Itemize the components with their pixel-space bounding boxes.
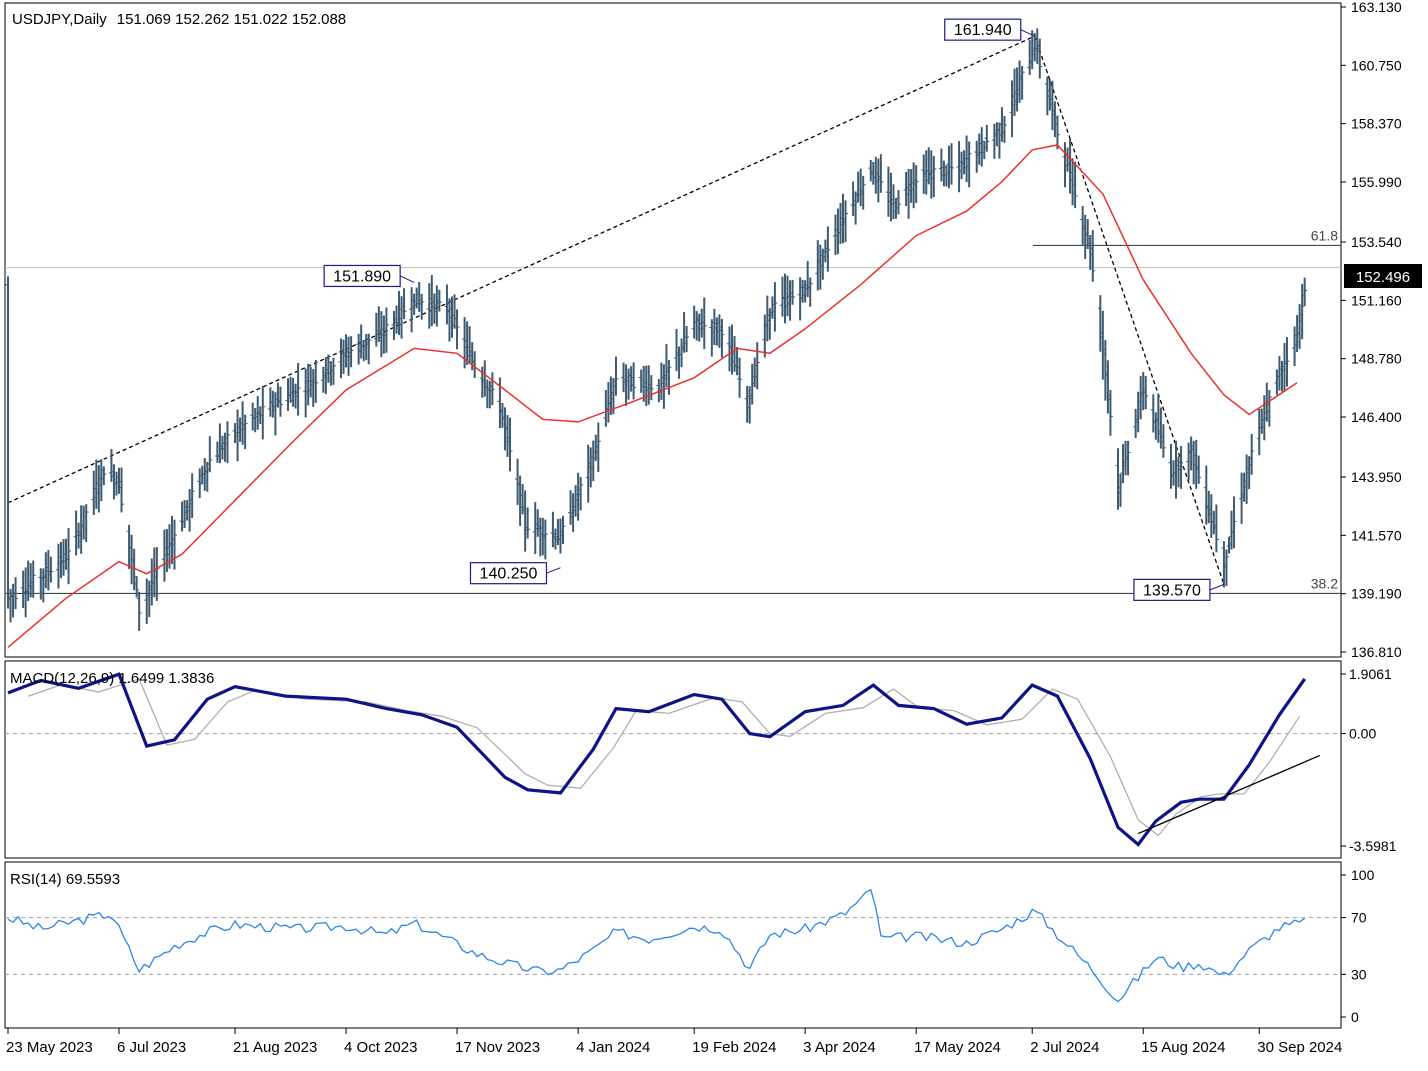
price-tick-label: 146.400	[1351, 409, 1402, 425]
time-tick-label: 19 Feb 2024	[692, 1039, 776, 1056]
macd-support-line	[1137, 754, 1321, 835]
price-annotations: 151.890 140.250 161.940 139.570	[323, 18, 1225, 601]
rsi-tick-label: 100	[1351, 867, 1375, 883]
price-tick-label: 139.190	[1351, 586, 1402, 602]
annotation-connector	[399, 275, 415, 283]
macd-main-line	[7, 672, 1307, 847]
moving-average-line	[7, 144, 1298, 648]
macd-tick-label: 0.00	[1349, 726, 1376, 742]
symbol-header: USDJPY,Daily 151.069 152.262 151.022 152.…	[12, 11, 346, 28]
annotation-label: 151.890	[333, 268, 391, 285]
price-tick-label: 160.750	[1351, 57, 1402, 73]
rsi-line	[7, 888, 1306, 1003]
time-axis: 23 May 2023 6 Jul 2023 21 Aug 2023 4 Oct 20…	[6, 1028, 1342, 1056]
time-tick-label: 6 Jul 2023	[117, 1039, 186, 1056]
price-tick-label: 148.780	[1351, 351, 1402, 367]
fib-levels: 61.8 38.2	[5, 227, 1341, 595]
time-tick-label: 2 Jul 2024	[1030, 1039, 1099, 1056]
current-price-badge	[1344, 264, 1422, 288]
rsi-axis: 100 70 30 0	[5, 867, 1375, 1025]
time-tick-label: 17 Nov 2023	[455, 1039, 540, 1056]
price-tick-label: 163.130	[1351, 0, 1402, 15]
trend-lines	[7, 35, 1225, 585]
macd-header: MACD(12,26,9) 1.6499 1.3836	[10, 670, 214, 687]
price-tick-label: 143.950	[1351, 469, 1402, 485]
current-price-value: 152.496	[1356, 269, 1410, 286]
price-axis: 163.130 160.750 158.370 155.990 153.540 151.1…	[1341, 0, 1402, 660]
rsi-tick-label: 70	[1351, 910, 1367, 926]
price-tick-label: 141.570	[1351, 527, 1402, 543]
annotation-connector	[1020, 29, 1035, 37]
price-bars	[5, 28, 1308, 631]
time-tick-label: 3 Apr 2024	[803, 1039, 876, 1056]
fib-level-label: 61.8	[1311, 227, 1338, 243]
fib-level-label: 38.2	[1311, 575, 1338, 591]
time-tick-label: 4 Jan 2024	[576, 1039, 650, 1056]
macd-panel[interactable]	[4, 660, 1342, 859]
annotation-connector	[1209, 583, 1225, 591]
price-tick-label: 136.810	[1351, 644, 1402, 660]
macd-axis: 1.9061 0.00 -3.5981	[1341, 666, 1397, 854]
annotation-label: 161.940	[954, 22, 1012, 39]
time-tick-label: 15 Aug 2024	[1141, 1039, 1225, 1056]
trend-line	[7, 35, 1036, 504]
ohlc-values: 151.069 152.262 151.022 152.088	[117, 11, 346, 28]
macd-tick-label: 1.9061	[1349, 666, 1392, 682]
time-tick-label: 23 May 2023	[6, 1039, 93, 1056]
price-tick-label: 155.990	[1351, 174, 1402, 190]
macd-signal-line	[27, 678, 1301, 837]
macd-tick-label: -3.5981	[1349, 838, 1397, 854]
time-tick-label: 17 May 2024	[914, 1039, 1001, 1056]
price-tick-label: 151.160	[1351, 292, 1402, 308]
rsi-tick-label: 0	[1351, 1009, 1359, 1025]
price-panel[interactable]	[4, 2, 1342, 658]
time-tick-label: 30 Sep 2024	[1257, 1039, 1342, 1056]
symbol-name: USDJPY,Daily	[12, 11, 107, 28]
price-tick-label: 158.370	[1351, 116, 1402, 132]
rsi-panel[interactable]	[4, 861, 1342, 1029]
trend-line	[1034, 35, 1225, 585]
rsi-header: RSI(14) 69.5593	[10, 871, 120, 888]
price-tick-label: 153.540	[1351, 234, 1402, 250]
rsi-tick-label: 30	[1351, 966, 1367, 982]
annotation-connector	[546, 567, 561, 574]
time-tick-label: 4 Oct 2023	[344, 1039, 417, 1056]
annotation-label: 139.570	[1143, 582, 1201, 599]
annotation-label: 140.250	[480, 566, 538, 583]
time-tick-label: 21 Aug 2023	[233, 1039, 317, 1056]
